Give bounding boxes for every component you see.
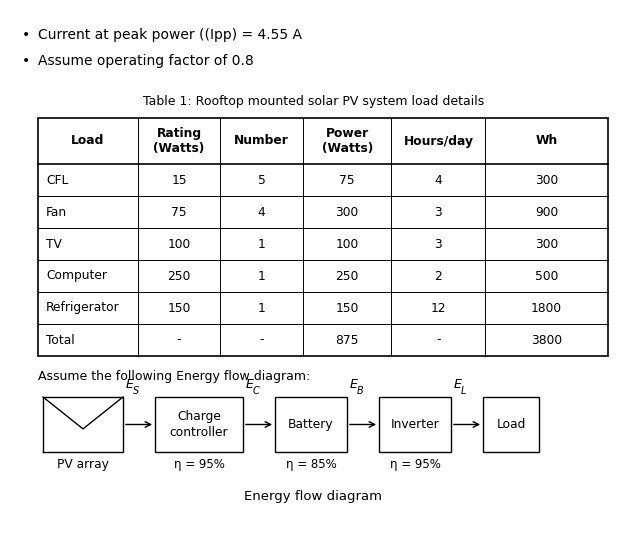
Text: 300: 300	[535, 238, 559, 251]
Text: Charge
controller: Charge controller	[170, 410, 228, 439]
Text: Number: Number	[234, 135, 289, 148]
Text: Assume operating factor of 0.8: Assume operating factor of 0.8	[38, 54, 254, 68]
Text: Total: Total	[46, 334, 75, 347]
Text: •: •	[22, 54, 30, 68]
Text: Assume the following Energy flow diagram:: Assume the following Energy flow diagram…	[38, 370, 310, 383]
Text: Computer: Computer	[46, 270, 107, 282]
Text: 3: 3	[435, 238, 442, 251]
Text: L: L	[461, 386, 466, 396]
Text: 1: 1	[258, 301, 266, 314]
Text: 150: 150	[167, 301, 191, 314]
Text: -: -	[177, 334, 181, 347]
Text: C: C	[253, 386, 260, 396]
Text: Refrigerator: Refrigerator	[46, 301, 120, 314]
Text: 300: 300	[535, 174, 559, 186]
Text: Load: Load	[497, 418, 525, 431]
Text: B: B	[357, 386, 364, 396]
Text: Hours/day: Hours/day	[403, 135, 473, 148]
Text: Fan: Fan	[46, 205, 67, 218]
Text: 12: 12	[431, 301, 446, 314]
Text: 75: 75	[171, 205, 187, 218]
Text: 100: 100	[335, 238, 359, 251]
Text: 15: 15	[171, 174, 187, 186]
Text: Table 1: Rooftop mounted solar PV system load details: Table 1: Rooftop mounted solar PV system…	[143, 95, 484, 108]
Text: 100: 100	[167, 238, 191, 251]
Bar	[483, 397, 539, 452]
Text: 3800: 3800	[531, 334, 562, 347]
Text: Wh: Wh	[535, 135, 558, 148]
Text: Energy flow diagram: Energy flow diagram	[245, 490, 382, 503]
Text: 500: 500	[535, 270, 559, 282]
Bar	[379, 397, 451, 452]
Text: -: -	[436, 334, 441, 347]
Text: TV: TV	[46, 238, 62, 251]
Text: 150: 150	[335, 301, 359, 314]
Text: η = 95%: η = 95%	[174, 458, 224, 471]
Text: PV array: PV array	[57, 458, 109, 471]
Text: •: •	[22, 28, 30, 42]
Bar	[275, 397, 347, 452]
Text: 5: 5	[258, 174, 266, 186]
Text: Battery: Battery	[288, 418, 334, 431]
Text: Load: Load	[71, 135, 105, 148]
Text: 900: 900	[535, 205, 559, 218]
Text: 875: 875	[335, 334, 359, 347]
Text: 2: 2	[435, 270, 442, 282]
Text: 250: 250	[335, 270, 359, 282]
Text: 3: 3	[435, 205, 442, 218]
Text: Current at peak power ((Ipp) = 4.55 A: Current at peak power ((Ipp) = 4.55 A	[38, 28, 302, 42]
Text: 4: 4	[258, 205, 266, 218]
Bar	[38, 118, 608, 356]
Text: Rating
(Watts): Rating (Watts)	[154, 127, 204, 155]
Text: Power
(Watts): Power (Watts)	[322, 127, 373, 155]
Text: 1: 1	[258, 238, 266, 251]
Text: 250: 250	[167, 270, 191, 282]
Text: 4: 4	[435, 174, 442, 186]
Text: 1: 1	[258, 270, 266, 282]
Text: E: E	[350, 378, 358, 391]
Text: 75: 75	[339, 174, 355, 186]
Text: E: E	[126, 378, 134, 391]
Text: 300: 300	[335, 205, 359, 218]
Text: η = 85%: η = 85%	[286, 458, 336, 471]
Text: Inverter: Inverter	[391, 418, 440, 431]
Text: 1800: 1800	[531, 301, 562, 314]
Text: S: S	[133, 386, 139, 396]
Text: CFL: CFL	[46, 174, 68, 186]
Text: E: E	[454, 378, 462, 391]
Text: η = 95%: η = 95%	[389, 458, 440, 471]
Text: E: E	[246, 378, 254, 391]
Bar	[155, 397, 243, 452]
Text: -: -	[260, 334, 264, 347]
